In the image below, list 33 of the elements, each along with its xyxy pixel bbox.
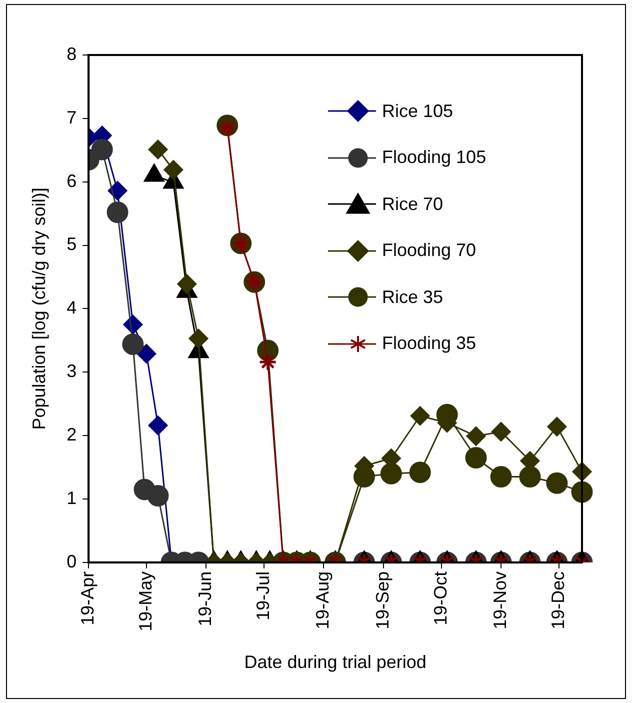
x-tick-label: 19-Dec: [548, 571, 568, 630]
x-tick-label: 19-Jul: [252, 571, 273, 620]
y-tick-label: 5: [66, 234, 77, 254]
legend-label: Rice 105: [382, 100, 454, 122]
x-tick-label: 19-Oct: [430, 571, 450, 626]
legend-label: Flooding 35: [382, 333, 476, 354]
point: [106, 202, 128, 224]
point: [108, 180, 128, 200]
y-tick-label: 2: [66, 424, 77, 445]
y-tick-label: 7: [66, 107, 77, 128]
point: [91, 138, 113, 160]
point: [164, 160, 184, 180]
point: [177, 274, 197, 294]
legend-label: Flooding 70: [382, 240, 476, 262]
x-tick-label: 19-Aug: [312, 571, 333, 630]
point: [218, 118, 237, 138]
x-tick-label: 19-Jun: [195, 571, 216, 626]
point: [148, 140, 168, 160]
x-tick-label: 19-Sep: [372, 571, 392, 630]
x-tick-label: 19-Nov: [490, 571, 510, 630]
x-axis-title: Date during trial period: [244, 652, 426, 672]
y-axis-title: Population [log (cfu/g dry soil)]: [28, 188, 49, 430]
y-tick-label: 6: [66, 170, 77, 191]
legend-label: Rice 70: [382, 194, 444, 215]
x-tick-label: 19-Apr: [78, 571, 98, 626]
x-tick-label: 19-May: [135, 571, 156, 632]
y-tick-label: 4: [66, 298, 77, 318]
y-tick-label: 8: [66, 44, 77, 64]
legend-label: Flooding 105: [382, 147, 486, 168]
y-tick-label: 1: [66, 488, 77, 508]
legend-label: Rice 35: [382, 286, 444, 308]
y-tick-label: 3: [66, 361, 77, 382]
y-tick-label: 0: [66, 551, 77, 572]
